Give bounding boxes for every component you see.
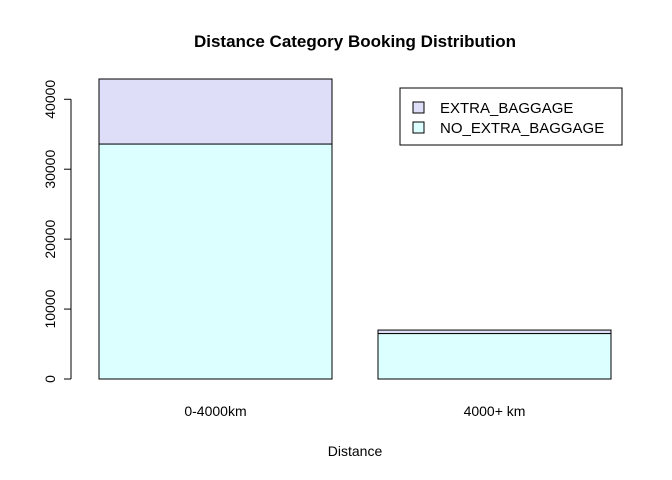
y-axis: 0 10000 20000 30000 40000 bbox=[42, 80, 72, 383]
y-tick-label: 30000 bbox=[42, 150, 58, 189]
chart-title: Distance Category Booking Distribution bbox=[194, 32, 516, 51]
y-tick-label: 20000 bbox=[42, 219, 58, 258]
bars-group bbox=[98, 78, 612, 380]
bar-no-extra-baggage-1 bbox=[377, 333, 612, 380]
legend-swatch-no-extra-baggage bbox=[412, 121, 425, 134]
x-tick-label: 4000+ km bbox=[464, 403, 526, 419]
y-tick-label: 40000 bbox=[42, 80, 58, 119]
legend-swatch-extra-baggage bbox=[412, 101, 425, 114]
x-tick-labels: 0-4000km 4000+ km bbox=[184, 403, 525, 419]
y-tick-label: 0 bbox=[42, 375, 58, 383]
bar-no-extra-baggage-0 bbox=[98, 143, 333, 380]
legend-box bbox=[399, 87, 623, 146]
x-axis-label: Distance bbox=[328, 443, 383, 459]
bar-extra-baggage-0 bbox=[98, 78, 333, 145]
legend-label: NO_EXTRA_BAGGAGE bbox=[440, 120, 604, 137]
legend: EXTRA_BAGGAGE NO_EXTRA_BAGGAGE bbox=[399, 87, 623, 146]
y-tick-label: 10000 bbox=[42, 289, 58, 328]
bar-extra-baggage-1 bbox=[377, 329, 612, 335]
legend-label: EXTRA_BAGGAGE bbox=[440, 100, 573, 117]
x-tick-label: 0-4000km bbox=[184, 403, 246, 419]
